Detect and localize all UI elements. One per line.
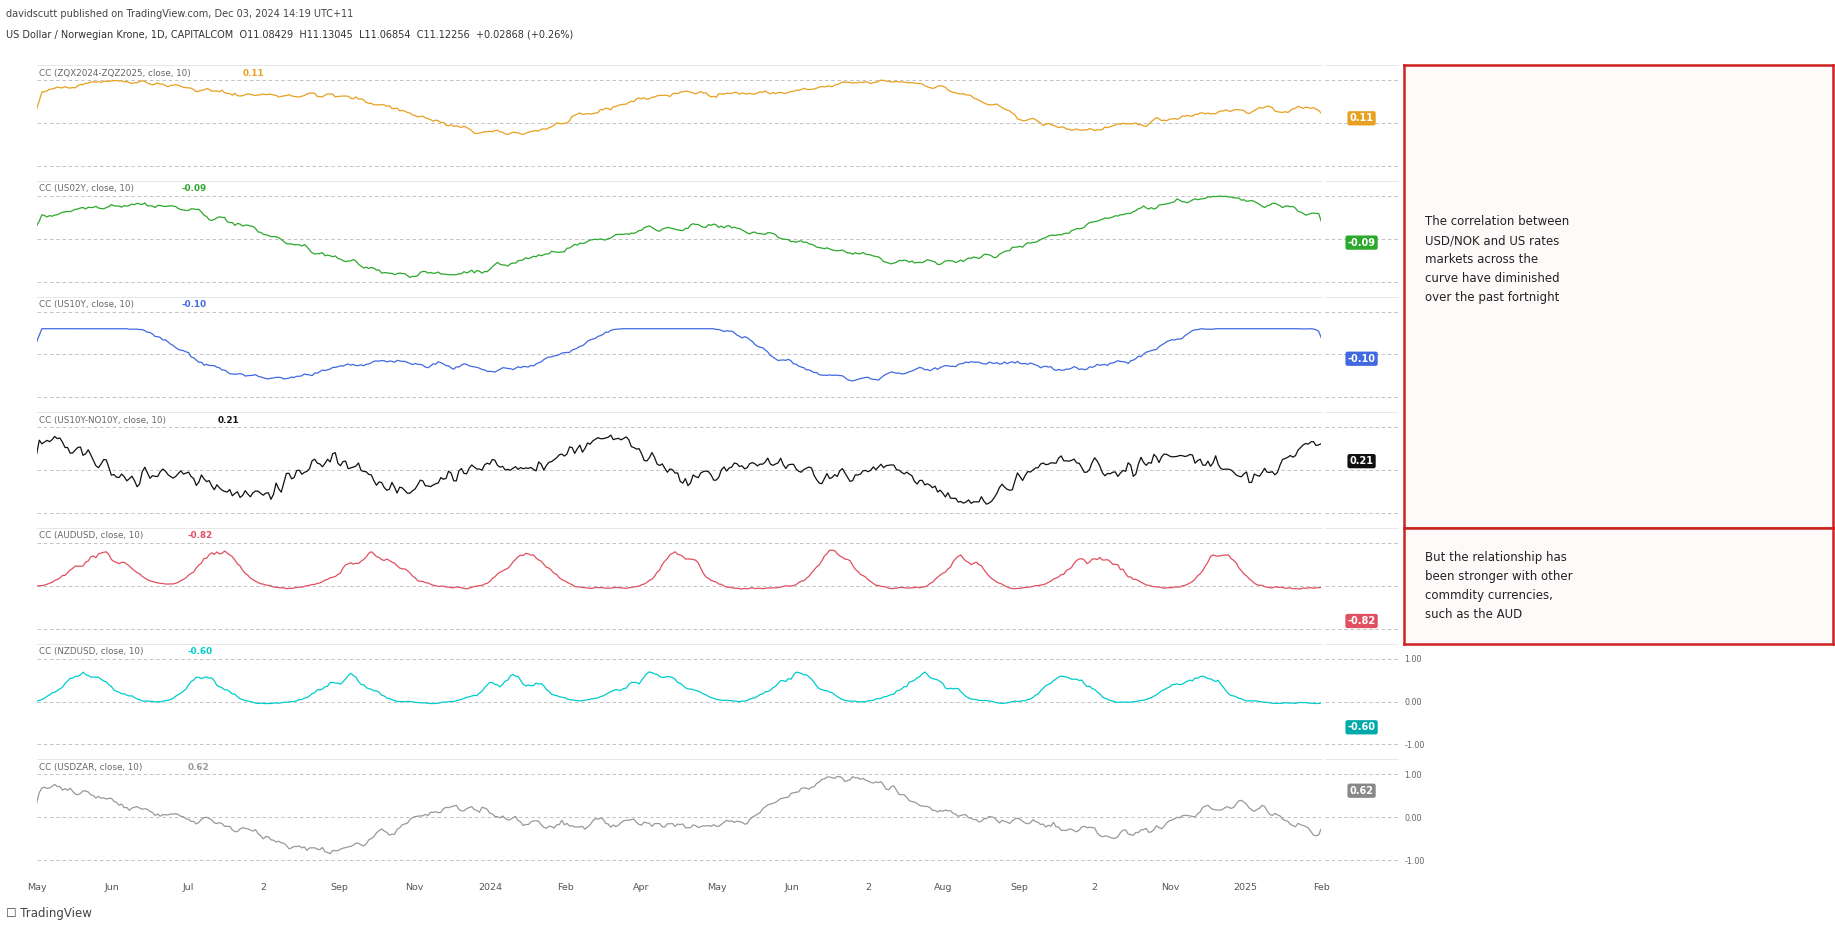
Text: US Dollar / Norwegian Krone, 1D, CAPITALCOM  O11.08429  H11.13045  L11.06854  C1: US Dollar / Norwegian Krone, 1D, CAPITAL… — [6, 30, 573, 40]
Text: But the relationship has
been stronger with other
commdity currencies,
such as t: But the relationship has been stronger w… — [1426, 551, 1573, 621]
Text: -0.10: -0.10 — [182, 300, 206, 309]
Text: ☐ TradingView: ☐ TradingView — [6, 907, 92, 920]
Text: -0.60: -0.60 — [187, 647, 213, 656]
Text: The correlation between
USD/NOK and US rates
markets across the
curve have dimin: The correlation between USD/NOK and US r… — [1426, 215, 1569, 304]
Text: 0.62: 0.62 — [187, 762, 209, 772]
Text: CC (USDZAR, close, 10): CC (USDZAR, close, 10) — [39, 762, 149, 772]
Text: -0.60: -0.60 — [1347, 722, 1376, 733]
Text: -0.09: -0.09 — [182, 184, 206, 194]
Text: 0.11: 0.11 — [242, 69, 264, 77]
Text: -0.82: -0.82 — [1347, 616, 1376, 626]
Text: CC (US10Y-NO10Y, close, 10): CC (US10Y-NO10Y, close, 10) — [39, 416, 172, 425]
Text: CC (NZDUSD, close, 10): CC (NZDUSD, close, 10) — [39, 647, 149, 656]
Text: 0.21: 0.21 — [1349, 456, 1374, 466]
Text: CC (ZQX2024-ZQZ2025, close, 10): CC (ZQX2024-ZQZ2025, close, 10) — [39, 69, 196, 77]
Text: CC (US10Y, close, 10): CC (US10Y, close, 10) — [39, 300, 139, 309]
Text: -0.82: -0.82 — [187, 532, 213, 541]
Text: CC (AUDUSD, close, 10): CC (AUDUSD, close, 10) — [39, 532, 149, 541]
Text: CC (US02Y, close, 10): CC (US02Y, close, 10) — [39, 184, 139, 194]
Text: 0.62: 0.62 — [1349, 786, 1374, 796]
Text: -0.09: -0.09 — [1347, 237, 1376, 248]
Text: davidscutt published on TradingView.com, Dec 03, 2024 14:19 UTC+11: davidscutt published on TradingView.com,… — [6, 9, 352, 20]
Text: -0.10: -0.10 — [1347, 354, 1376, 364]
Text: 0.11: 0.11 — [1349, 114, 1374, 123]
Text: 0.21: 0.21 — [218, 416, 240, 425]
